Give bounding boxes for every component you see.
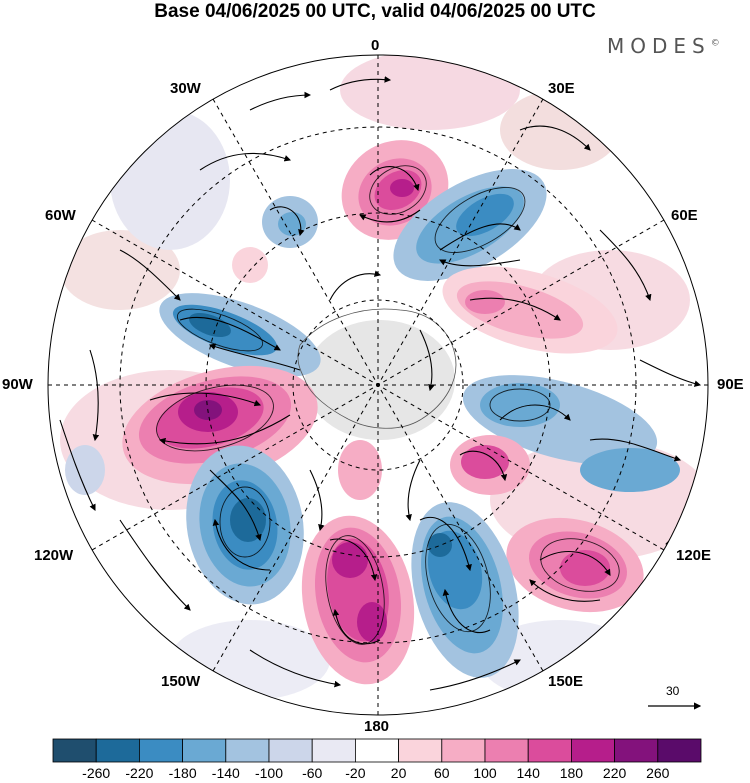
geopotential-contours: [156, 165, 620, 645]
colorbar-tick-label: -260: [82, 765, 111, 781]
lon-label-180: 180: [364, 718, 390, 735]
colorbar-tick-label: 60: [434, 765, 450, 781]
map-title: Base 04/06/2025 00 UTC, valid 04/06/2025…: [154, 1, 596, 22]
colorbar-tick-label: -180: [168, 765, 197, 781]
lon-label-120w: 120W: [34, 547, 74, 564]
colorbar-swatch: [95, 738, 140, 763]
lon-label-150e: 150E: [548, 673, 584, 690]
colorbar-swatch: [614, 738, 659, 763]
colorbar: [52, 738, 702, 763]
colorbar-tick-label: 100: [473, 765, 497, 781]
colorbar-swatch: [182, 738, 227, 763]
colorbar-swatch: [138, 738, 183, 763]
colorbar-tick-label: -140: [211, 765, 240, 781]
lon-label-150w: 150W: [161, 673, 201, 690]
colorbar-tick-label: -220: [125, 765, 154, 781]
colorbar-swatch: [311, 738, 356, 763]
map-boundary: [47, 54, 709, 716]
lon-label-90e: 90E: [717, 376, 744, 393]
colorbar-swatch: [657, 738, 702, 763]
lon-label-90w: 90W: [2, 376, 33, 393]
modes-logo: MODES©: [607, 34, 720, 58]
colorbar-tick-label: 140: [516, 765, 540, 781]
colorbar-tick-label: -20: [345, 765, 366, 781]
colorbar-swatch: [398, 738, 443, 763]
colorbar-swatch: [484, 738, 529, 763]
colorbar-tick-label: 20: [390, 765, 407, 781]
lon-label-120e: 120E: [676, 547, 712, 564]
colorbar-swatch: [441, 738, 486, 763]
colorbar-tick-label: -60: [302, 765, 323, 781]
colorbar-swatch: [225, 738, 270, 763]
anomaly-field: [48, 55, 708, 715]
reference-vector-label: 30: [666, 684, 680, 698]
colorbar-tick-label: -100: [254, 765, 284, 781]
colorbar-swatch: [52, 738, 97, 763]
lon-label-30w: 30W: [170, 80, 201, 97]
lon-label-30e: 30E: [548, 80, 575, 97]
lon-label-0: 0: [371, 37, 380, 54]
colorbar-tick-label: 260: [646, 765, 670, 781]
colorbar-swatch: [571, 738, 616, 763]
antarctica-coastline: [297, 308, 457, 429]
colorbar-swatch: [268, 738, 313, 763]
colorbar-swatch: [354, 738, 399, 763]
lon-label-60w: 60W: [45, 207, 76, 224]
colorbar-swatch: [527, 738, 572, 763]
colorbar-tick-label: 220: [602, 765, 627, 781]
colorbar-tick-label: 180: [559, 765, 584, 781]
lon-label-60e: 60E: [671, 207, 698, 224]
